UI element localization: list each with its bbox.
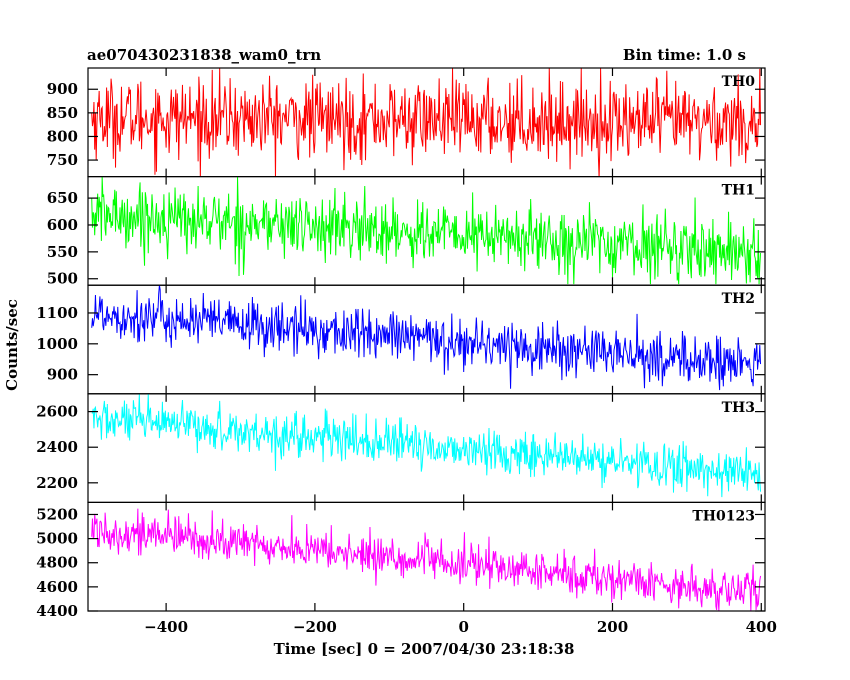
y-tick-label: 5000 <box>36 530 78 548</box>
panel-label: TH0 <box>722 74 756 90</box>
bin-time-label: Bin time: 1.0 s <box>623 46 746 64</box>
y-tick-label: 750 <box>47 151 78 169</box>
series-th2 <box>91 285 762 391</box>
x-axis: −400 −200 0 200 400 <box>144 618 777 636</box>
panel-label: TH0123 <box>692 508 755 524</box>
panel-label: TH3 <box>722 400 755 416</box>
x-tick-label: −400 <box>144 618 188 636</box>
x-axis-label: Time [sec] 0 = 2007/04/30 23:18:38 <box>274 640 575 658</box>
panel-th3: 2200 2400 2600 TH3 <box>36 393 766 503</box>
series-th1 <box>91 176 762 285</box>
chart-title: ae070430231838_wam0_trn <box>87 46 321 64</box>
y-tick-label: 800 <box>47 127 78 145</box>
y-tick-label: 4600 <box>36 578 78 596</box>
y-tick-label: 1000 <box>36 335 78 353</box>
series-th3 <box>91 393 762 498</box>
panel-label: TH2 <box>722 291 755 307</box>
y-tick-label: 900 <box>47 80 78 98</box>
y-tick-label: 500 <box>47 270 78 288</box>
y-tick-label: 2400 <box>36 438 78 456</box>
y-tick-label: 4800 <box>36 554 78 572</box>
x-tick-label: −200 <box>293 618 337 636</box>
x-tick-label: 400 <box>746 618 777 636</box>
y-tick-label: 4400 <box>36 602 78 620</box>
y-tick-label: 600 <box>47 216 78 234</box>
panel-th0: 750 800 850 900 TH0 <box>47 67 766 178</box>
y-tick-label: 900 <box>47 366 78 384</box>
panel-label: TH1 <box>722 183 755 199</box>
y-tick-label: 1100 <box>36 304 78 322</box>
y-axis-label: Counts/sec <box>3 299 21 391</box>
series-th0 <box>91 68 762 177</box>
y-tick-label: 850 <box>47 104 78 122</box>
y-tick-label: 2600 <box>36 403 78 421</box>
panel-frame <box>87 284 766 395</box>
y-tick-label: 650 <box>47 189 78 207</box>
y-tick-label: 5200 <box>36 505 78 523</box>
panel-th2: 900 1000 1100 TH2 <box>36 284 766 395</box>
panels-group: 750 800 850 900 TH0 500 550 600 650 TH1 900 1000 110… <box>36 67 766 620</box>
panel-frame <box>87 501 766 612</box>
series-th0123 <box>91 508 762 611</box>
panel-th1: 500 550 600 650 TH1 <box>47 176 766 288</box>
x-tick-label: 200 <box>597 618 628 636</box>
y-tick-label: 550 <box>47 243 78 261</box>
y-tick-label: 2200 <box>36 474 78 492</box>
x-tick-label: 0 <box>458 618 468 636</box>
panel-th0123: 4400 4600 4800 5000 5200 TH0123 <box>36 501 766 620</box>
